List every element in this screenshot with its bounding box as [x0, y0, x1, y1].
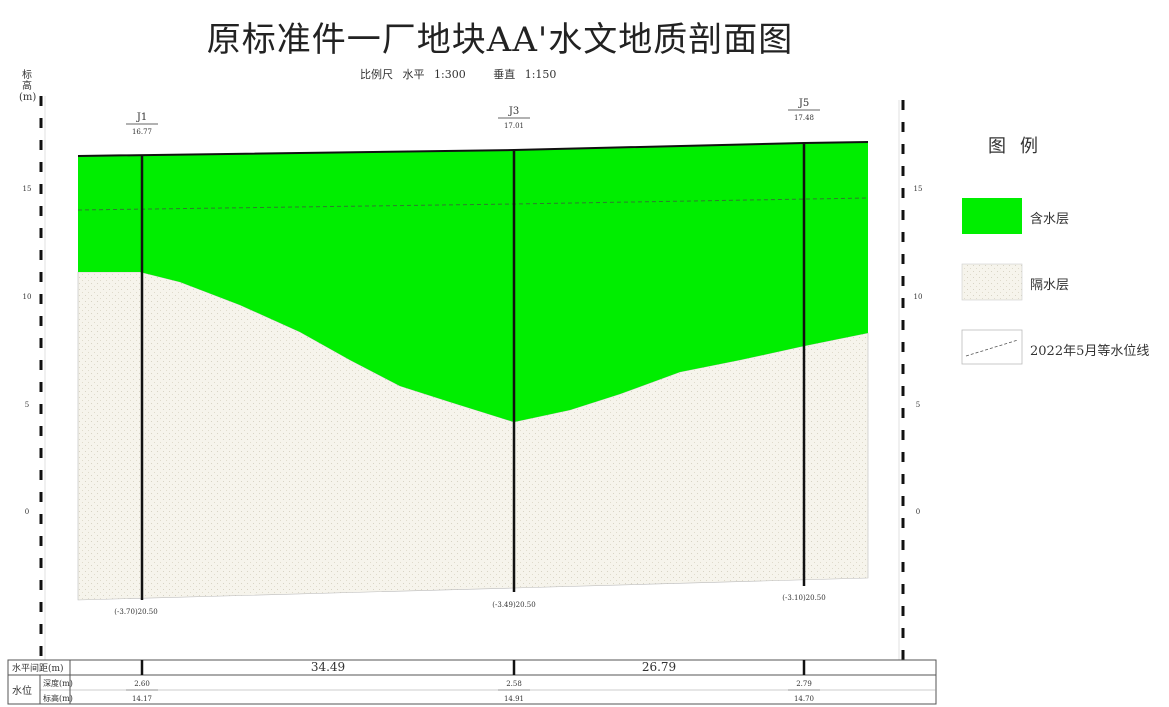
scale-vertical-label: 垂直 — [493, 68, 516, 81]
aquifer-layer — [78, 142, 868, 422]
legend-title: 图例 — [988, 136, 1052, 157]
left-tick-15: 15 — [23, 185, 32, 193]
right-tick-5: 5 — [916, 401, 920, 409]
right-tick-15: 15 — [914, 185, 923, 193]
legend-swatch-aquitard — [961, 263, 1023, 301]
depth-j1: 2.60 — [134, 680, 150, 688]
well-elev-j1: 16.77 — [132, 128, 152, 136]
well-bottom-j1: (-3.70)20.50 — [114, 608, 157, 616]
well-name-j3: J3 — [508, 106, 519, 117]
well-elev-j5: 17.48 — [794, 114, 814, 122]
distance-j1-j3: 34.49 — [311, 660, 345, 674]
legend-swatch-aquifer — [962, 198, 1022, 234]
legend-water-table-line — [965, 339, 1019, 357]
left-tick-5: 5 — [25, 401, 29, 409]
scale-line: 比例尺 水平 1:300 垂直 1:150 — [360, 66, 562, 82]
page-title: 原标准件一厂地块AA'水文地质剖面图 — [206, 20, 794, 60]
well-name-j5: J5 — [798, 98, 809, 109]
ground-surface-line — [77, 141, 869, 157]
y-axis-label: 标高(m) — [19, 70, 37, 103]
table-elev-label: 标高(m) — [43, 693, 73, 703]
well-elev-j3: 17.01 — [504, 122, 524, 130]
right-tick-10: 10 — [914, 293, 923, 301]
scale-horizontal-value: 1:300 — [434, 68, 466, 81]
depth-j5: 2.79 — [796, 680, 812, 688]
legend-label-aquifer: 含水层 — [1030, 212, 1070, 227]
table-row2-label: 水位 — [12, 684, 32, 697]
table-row1-label: 水平间距(m) — [12, 662, 64, 674]
left-tick-0: 0 — [25, 508, 29, 516]
water-elev-j3: 14.91 — [504, 695, 524, 703]
legend-label-aquitard: 隔水层 — [1030, 278, 1070, 293]
table-depth-label: 深度(m) — [43, 678, 73, 688]
scale-vertical-value: 1:150 — [524, 68, 557, 81]
water-elev-j5: 14.70 — [794, 695, 814, 703]
scale-label: 比例尺 — [360, 68, 393, 81]
well-bottom-j5: (-3.10)20.50 — [782, 594, 825, 602]
left-tick-10: 10 — [23, 293, 32, 301]
data-table-frame — [7, 659, 937, 705]
scale-horizontal-label: 水平 — [402, 68, 425, 81]
depth-j3: 2.58 — [506, 680, 522, 688]
legend-label-water-table: 2022年5月等水位线 — [1030, 344, 1150, 359]
distance-j3-j5: 26.79 — [642, 660, 676, 674]
right-tick-0: 0 — [916, 508, 920, 516]
water-elev-j1: 14.17 — [132, 695, 152, 703]
well-name-j1: J1 — [136, 112, 147, 123]
legend-swatch-water-table — [961, 329, 1023, 365]
well-bottom-j3: (-3.49)20.50 — [492, 601, 535, 609]
